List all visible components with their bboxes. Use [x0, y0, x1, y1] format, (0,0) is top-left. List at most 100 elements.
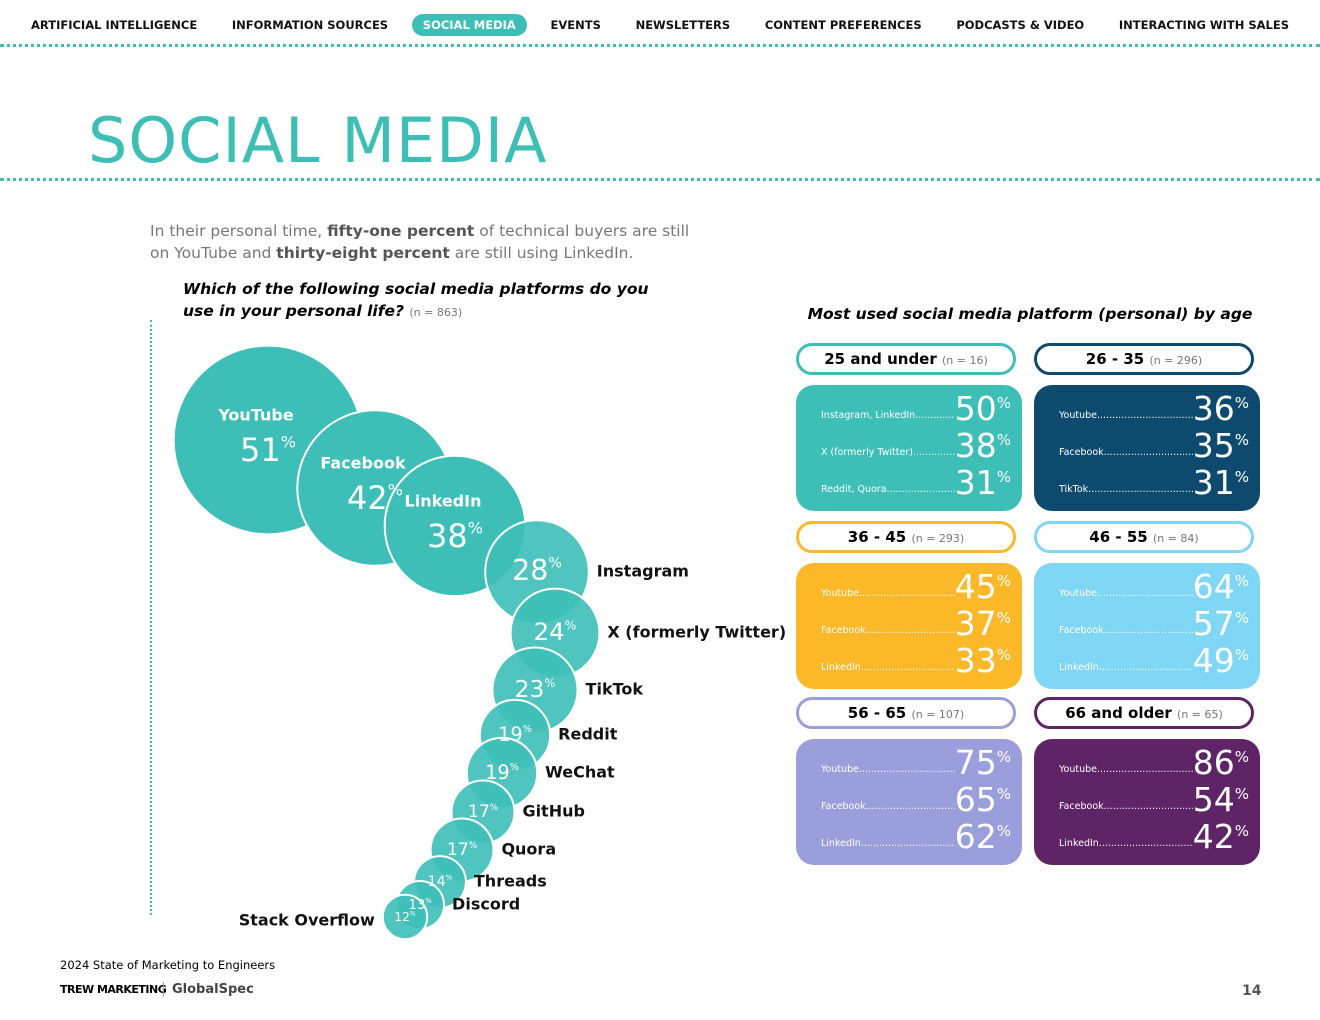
row-value: 36% [1193, 385, 1249, 427]
value: 38 [954, 426, 997, 465]
row-value: 49% [1193, 637, 1249, 679]
group-row: Youtube75% [821, 745, 1011, 781]
unit: % [510, 762, 519, 773]
bubble-label: Stack Overflow [239, 911, 375, 930]
group-box: Youtube75%Facebook65%LinkedIn62% [796, 739, 1022, 865]
unit: % [446, 873, 453, 882]
row-value: 35% [1193, 422, 1249, 464]
nav-tab[interactable]: ARTIFICIAL INTELLIGENCE [31, 18, 198, 32]
group-label: 26 - 35 [1085, 350, 1145, 368]
row-value: 54% [1193, 776, 1249, 818]
row-value: 64% [1193, 563, 1249, 605]
row-value: 45% [955, 563, 1011, 605]
bubble-label: Quora [501, 840, 556, 859]
nav-tab[interactable]: INTERACTING WITH SALES [1118, 18, 1289, 32]
bubble-value: 13% [408, 897, 431, 913]
nav-tab[interactable]: EVENTS [550, 18, 601, 32]
value: 17 [468, 802, 490, 822]
nav-tab[interactable]: CONTENT PREFERENCES [764, 18, 922, 32]
row-label: LinkedIn [821, 662, 955, 679]
unit: % [1234, 646, 1249, 664]
unit: % [1234, 394, 1249, 412]
unit: % [996, 431, 1011, 449]
unit: % [996, 572, 1011, 590]
group-label: 66 and older [1065, 704, 1172, 722]
value: 45 [954, 567, 997, 606]
value: 13 [408, 898, 425, 913]
question-text: Which of the following social media plat… [183, 280, 649, 320]
group-label: 56 - 65 [847, 704, 907, 722]
row-label: Youtube [1059, 588, 1193, 605]
rule [150, 320, 152, 915]
group-header: 26 - 35 (n = 296) [1034, 343, 1254, 375]
row-label: Facebook [1059, 625, 1193, 642]
value: 86 [1192, 743, 1235, 782]
unit: % [996, 468, 1011, 486]
group-row: LinkedIn42% [1059, 819, 1249, 855]
value: 36 [1192, 389, 1235, 428]
value: 12 [394, 910, 410, 924]
group-label: 25 and under [824, 350, 937, 368]
value: 19 [498, 723, 523, 746]
row-label: TikTok [1059, 484, 1193, 501]
unit: % [1234, 431, 1249, 449]
value: 23 [515, 675, 545, 703]
unit: % [996, 748, 1011, 766]
value: 14 [428, 874, 446, 890]
group-n: (n = 16) [942, 354, 988, 367]
group-row: Facebook65% [821, 782, 1011, 818]
bubble [381, 893, 429, 941]
unit: % [410, 910, 416, 917]
nav-tab[interactable]: PODCASTS & VIDEO [956, 18, 1085, 32]
group-row: Facebook35% [1059, 428, 1249, 464]
unit: % [1234, 785, 1249, 803]
bubble-value: 19% [498, 723, 532, 746]
row-label: Reddit, Quora [821, 484, 955, 501]
row-label: Youtube [821, 764, 955, 781]
bubble-label: Instagram [597, 562, 689, 581]
row-value: 31% [955, 459, 1011, 501]
group-row: Youtube45% [821, 569, 1011, 605]
group-row: TikTok31% [1059, 465, 1249, 501]
group-n: (n = 293) [911, 532, 965, 545]
group-row: Youtube64% [1059, 569, 1249, 605]
page-number: 14 [1242, 983, 1262, 999]
group-header: 56 - 65 (n = 107) [796, 697, 1016, 729]
nav-tab[interactable]: SOCIAL MEDIA [411, 14, 527, 36]
group-row: Youtube36% [1059, 391, 1249, 427]
bubble-label: YouTube [217, 406, 294, 425]
nav-tab[interactable]: INFORMATION SOURCES [231, 18, 389, 32]
row-value: 57% [1193, 600, 1249, 642]
nav: ARTIFICIAL INTELLIGENCE INFORMATION SOURC… [20, 14, 1300, 36]
value: 17 [447, 840, 469, 860]
unit: % [1234, 609, 1249, 627]
age-title: Most used social media platform (persona… [807, 305, 1253, 323]
unit: % [281, 432, 296, 451]
group-header: 36 - 45 (n = 293) [796, 521, 1016, 553]
bubble-label: TikTok [586, 680, 644, 699]
group-row: Facebook57% [1059, 606, 1249, 642]
group-row: Youtube86% [1059, 745, 1249, 781]
value: 19 [485, 761, 510, 784]
unit: % [996, 609, 1011, 627]
bubble-value: 28% [512, 554, 562, 587]
intro-text: are still using LinkedIn. [449, 244, 634, 262]
row-label: Facebook [1059, 801, 1193, 818]
nav-tab[interactable]: NEWSLETTERS [635, 18, 731, 32]
bubble-label: Threads [474, 872, 547, 891]
group-label: 36 - 45 [847, 528, 907, 546]
bubble-label: Facebook [320, 454, 406, 473]
bubble-value: 24% [534, 617, 577, 646]
unit: % [544, 675, 555, 689]
group-label: 46 - 55 [1089, 528, 1148, 546]
row-value: 37% [955, 600, 1011, 642]
bubble-value: 19% [485, 761, 519, 784]
bubble-label: WeChat [545, 763, 615, 782]
group-row: LinkedIn62% [821, 819, 1011, 855]
unit: % [565, 618, 577, 632]
bubble-value: 23% [515, 675, 556, 703]
value: 65 [954, 780, 997, 819]
bubble-label: Reddit [558, 725, 618, 744]
unit: % [425, 897, 431, 905]
report-name: 2024 State of Marketing to Engineers [60, 958, 276, 972]
